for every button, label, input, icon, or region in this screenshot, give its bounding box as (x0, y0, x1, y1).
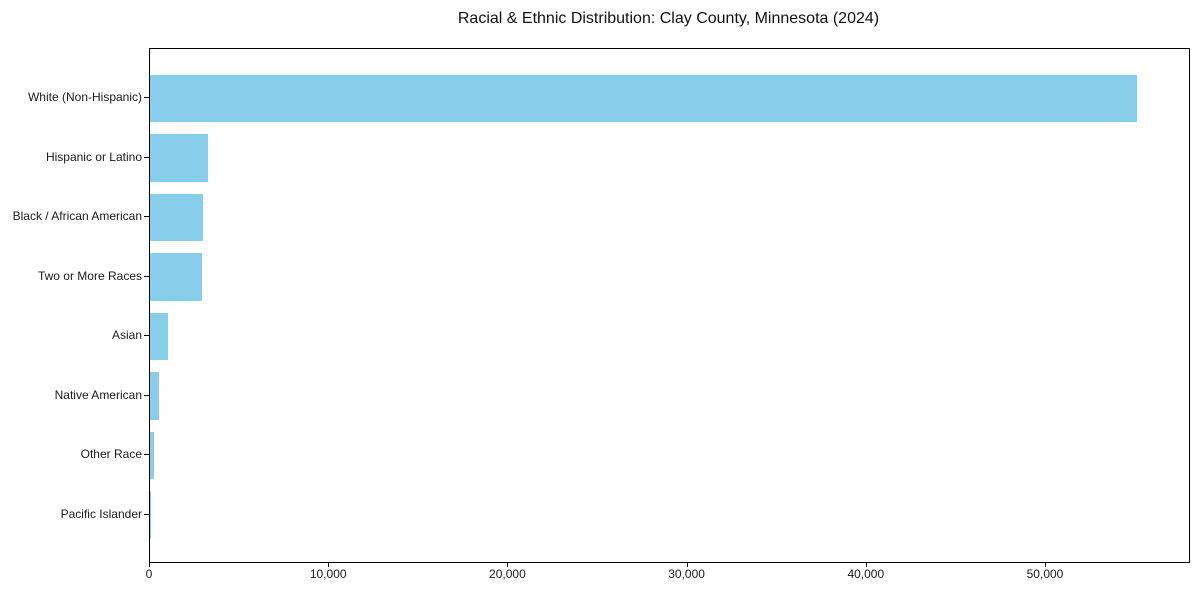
x-tick-mark (686, 562, 688, 567)
x-tick-label-10000: 10,000 (309, 567, 347, 581)
plot-area (149, 48, 1190, 563)
y-tick-mark (144, 513, 149, 515)
bar-black-african-american (150, 193, 203, 242)
y-axis-label-other-race: Other Race (80, 447, 142, 462)
bar-hispanic-or-latino (150, 134, 209, 182)
y-tick-mark (144, 97, 149, 99)
y-axis-label-hispanic-or-latino: Hispanic or Latino (45, 149, 142, 164)
bar-white-non-hispanic (150, 74, 1138, 123)
x-tick-mark (507, 562, 509, 567)
x-tick-mark (1044, 562, 1046, 567)
x-tick-mark (149, 562, 150, 567)
y-tick-mark (144, 216, 149, 218)
bar-pacific-islander (150, 491, 151, 539)
y-axis-label-pacific-islander: Pacific Islander (60, 506, 142, 521)
x-tick-label-0: 0 (145, 567, 153, 581)
y-axis-label-asian: Asian (111, 328, 142, 343)
y-tick-mark (144, 454, 149, 456)
x-tick-label-30000: 30,000 (668, 567, 705, 581)
y-axis-label-native-american: Native American (54, 387, 142, 402)
y-tick-mark (144, 156, 149, 158)
bar-other-race (150, 431, 154, 480)
bar-asian (150, 312, 168, 361)
x-tick-label-20000: 20,000 (489, 567, 526, 581)
y-axis-label-white-non-hispanic: White (Non-Hispanic) (27, 90, 142, 105)
x-tick-mark (328, 562, 330, 567)
x-tick-label-50000: 50,000 (1026, 567, 1064, 581)
bar-native-american (150, 372, 160, 420)
y-tick-mark (144, 394, 149, 396)
y-axis-label-black-african-american: Black / African American (12, 209, 142, 224)
x-tick-mark (865, 562, 867, 567)
y-tick-mark (144, 335, 149, 337)
y-axis-label-two-or-more-races: Two or More Races (37, 268, 142, 283)
bar-two-or-more-races (150, 253, 202, 301)
y-tick-mark (144, 275, 149, 277)
x-tick-label-40000: 40,000 (847, 567, 885, 581)
chart-title: Racial & Ethnic Distribution: Clay Count… (457, 10, 880, 27)
